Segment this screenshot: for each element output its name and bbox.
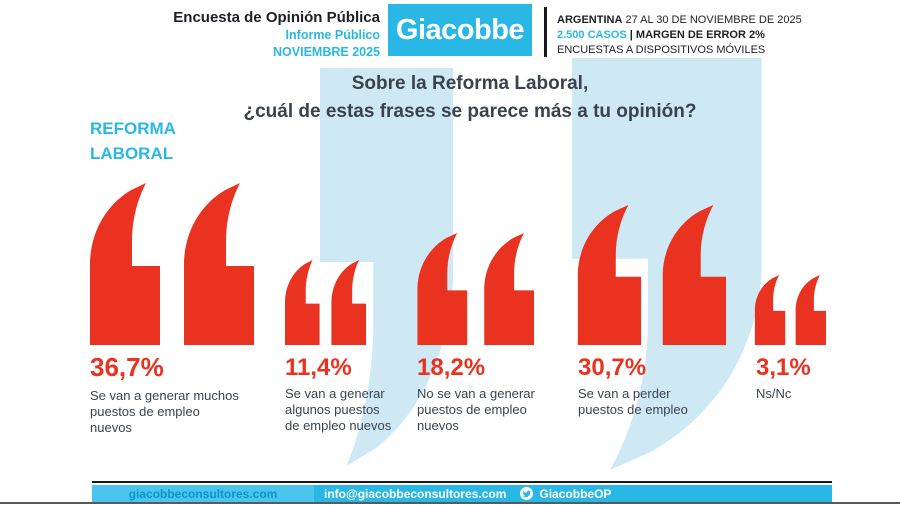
bottom-border <box>0 502 900 504</box>
quote-glyph-pair <box>754 275 826 345</box>
result-label: Se van a generar muchos puestos de emple… <box>90 388 239 435</box>
question-title: Sobre la Reforma Laboral, ¿cuál de estas… <box>130 70 810 126</box>
report-title: Encuesta de Opinión Pública <box>173 9 380 26</box>
giacobbe-logo-text: Giacobbe <box>395 13 525 46</box>
survey-meta-line1: ARGENTINA 27 AL 30 DE NOVIEMBRE DE 2025 <box>557 13 802 28</box>
quote-glyph-pair <box>577 205 726 345</box>
survey-separator: | <box>626 29 636 41</box>
quote-glyph-pair <box>417 233 534 345</box>
report-date: NOVIEMBRE 2025 <box>273 45 380 59</box>
result-value: 11,4% <box>285 354 352 381</box>
watermark-quote-icon <box>320 68 454 466</box>
result-value: 3,1% <box>756 354 811 381</box>
footer-bar: giacobbeconsultores.com info@giacobbecon… <box>92 485 832 502</box>
result-value: 30,7% <box>578 354 647 381</box>
quote-glyph-pair <box>284 260 366 345</box>
result-label: No se van a generar puestos de empleo nu… <box>417 386 535 433</box>
result-label: Ns/Nc <box>756 386 792 401</box>
question-line2: ¿cuál de estas frases se parece más a tu… <box>243 101 697 122</box>
result-value: 18,2% <box>417 354 486 381</box>
topic-label-line1: REFORMA <box>90 119 176 138</box>
survey-error-margin: MARGEN DE ERROR 2% <box>635 29 765 41</box>
question-line1: Sobre la Reforma Laboral, <box>351 73 589 94</box>
footer-rule <box>92 481 832 483</box>
result-label: Se van a perder puestos de empleo <box>578 386 688 417</box>
website-link[interactable]: giacobbeconsultores.com <box>92 485 314 502</box>
survey-dates: 27 AL 30 DE NOVIEMBRE DE 2025 <box>622 14 802 26</box>
topic-label: REFORMA LABORAL <box>90 116 176 166</box>
survey-cases: 2.500 CASOS <box>557 29 627 41</box>
twitter-icon[interactable] <box>520 487 534 500</box>
result-value: 36,7% <box>90 352 164 382</box>
quote-glyph-pair <box>90 183 254 345</box>
report-subtitle: Informe Público <box>285 28 380 42</box>
survey-country: ARGENTINA <box>557 14 623 26</box>
giacobbe-logo: Giacobbe <box>388 4 532 56</box>
report-header: Encuesta de Opinión Pública Informe Públ… <box>120 10 380 60</box>
header-divider <box>544 7 547 57</box>
survey-meta: ARGENTINA 27 AL 30 DE NOVIEMBRE DE 2025 … <box>557 13 802 58</box>
result-label: Se van a generar algunos puestos de empl… <box>285 386 392 433</box>
survey-meta-line2: 2.500 CASOS | MARGEN DE ERROR 2% <box>557 28 802 43</box>
topic-label-line2: LABORAL <box>90 144 174 163</box>
twitter-handle-link[interactable]: GiacobbeOP <box>539 486 612 501</box>
survey-method: ENCUESTAS A DISPOSITIVOS MÓVILES <box>557 44 766 56</box>
email-link[interactable]: info@giacobbeconsultores.com <box>324 486 507 501</box>
